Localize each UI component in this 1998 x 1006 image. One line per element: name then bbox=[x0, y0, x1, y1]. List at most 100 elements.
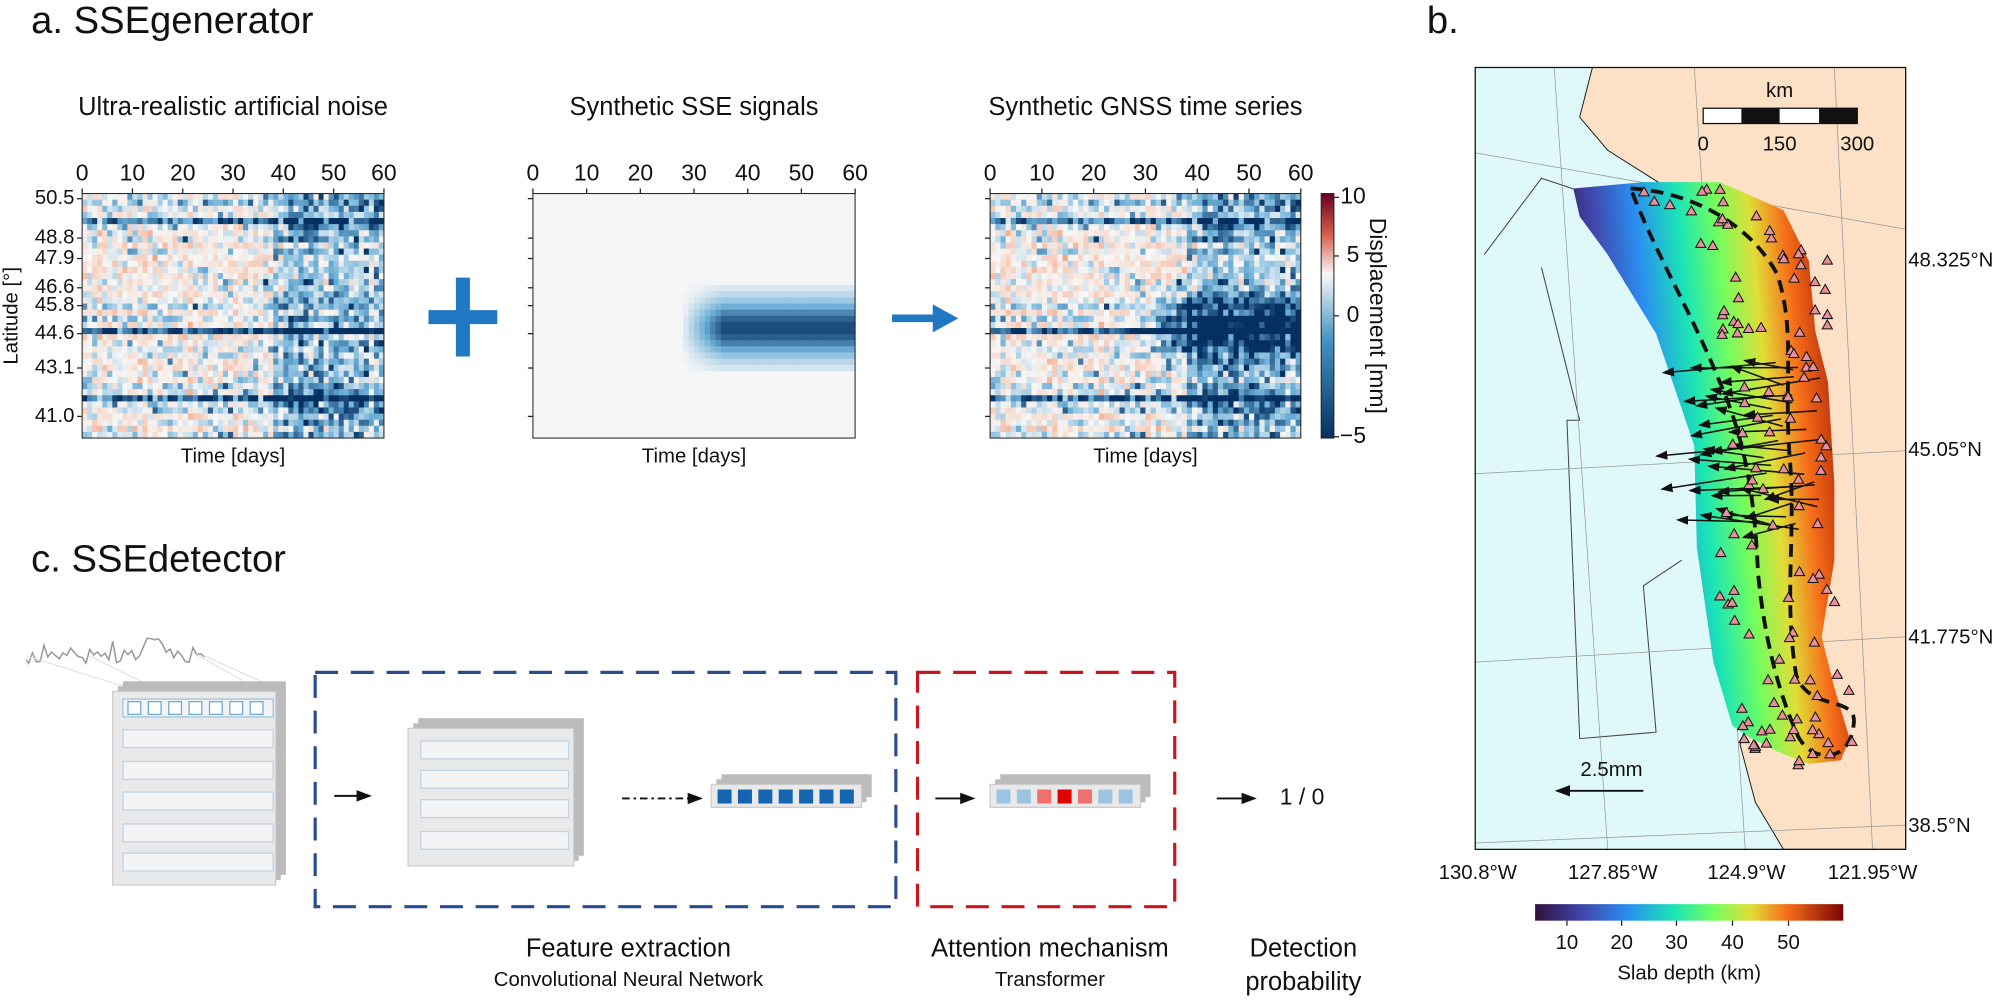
heatmap-cell bbox=[172, 376, 179, 384]
heatmap-cell bbox=[1088, 328, 1095, 335]
heatmap-cell bbox=[197, 328, 204, 335]
heatmap-cell bbox=[238, 334, 244, 341]
heatmap-cell bbox=[1207, 218, 1214, 225]
heatmap-cell bbox=[694, 309, 700, 317]
heatmap-cell bbox=[217, 193, 224, 201]
heatmap-cell bbox=[137, 364, 143, 372]
heatmap-cell bbox=[323, 279, 329, 286]
heatmap-cell bbox=[187, 328, 194, 335]
heatmap-cell bbox=[283, 328, 289, 335]
heatmap-cell bbox=[1217, 315, 1224, 323]
heatmap-cell bbox=[187, 413, 194, 421]
heatmap-cell bbox=[233, 321, 239, 329]
heatmap-cell bbox=[328, 334, 335, 341]
heatmap-cell bbox=[1036, 266, 1043, 274]
heatmap-cell bbox=[117, 279, 123, 286]
heatmap-cell bbox=[1280, 266, 1286, 274]
heatmap-cell bbox=[323, 211, 329, 219]
heatmap-cell bbox=[273, 260, 279, 268]
heatmap-cell bbox=[1093, 211, 1100, 219]
heatmap-cell bbox=[1197, 315, 1203, 323]
heatmap-cell bbox=[268, 193, 274, 201]
heatmap-cell bbox=[82, 389, 88, 396]
heatmap-cell bbox=[1041, 358, 1048, 366]
heatmap-cell bbox=[1015, 364, 1022, 372]
heatmap-cell bbox=[763, 303, 770, 311]
heatmap-cell bbox=[1010, 297, 1017, 304]
heatmap-cell bbox=[1124, 273, 1131, 280]
heatmap-cell bbox=[1249, 193, 1255, 201]
heatmap-cell bbox=[1140, 218, 1146, 225]
heatmap-cell bbox=[268, 218, 274, 225]
heatmap-cell bbox=[358, 407, 365, 414]
y-tick-label: 45.8 bbox=[35, 294, 75, 316]
heatmap-cell bbox=[268, 242, 274, 249]
heatmap-cell bbox=[348, 419, 355, 427]
heatmap-cell bbox=[1171, 401, 1177, 408]
heatmap-cell bbox=[1274, 303, 1281, 311]
heatmap-cell bbox=[378, 266, 385, 274]
heatmap-cell bbox=[142, 199, 148, 207]
heatmap-cell bbox=[107, 218, 113, 225]
heatmap-cell bbox=[248, 211, 254, 219]
heatmap-cell bbox=[122, 328, 128, 335]
heatmap-cell bbox=[102, 279, 108, 286]
heatmap-cell bbox=[197, 346, 204, 353]
heatmap-cell bbox=[1274, 236, 1281, 243]
heatmap-cell bbox=[1047, 291, 1053, 298]
heatmap-cell bbox=[1135, 224, 1141, 231]
heatmap-cell bbox=[107, 370, 113, 378]
heatmap-cell bbox=[1052, 230, 1058, 237]
heatmap-cell bbox=[97, 364, 103, 372]
heatmap-cell bbox=[1010, 260, 1017, 268]
heatmap-cell bbox=[308, 370, 314, 378]
heatmap-cell bbox=[1155, 395, 1162, 402]
heatmap-cell bbox=[769, 334, 775, 341]
heatmap-cell bbox=[1160, 315, 1167, 323]
heatmap-cell bbox=[1140, 211, 1146, 219]
heatmap-cell bbox=[1264, 340, 1271, 347]
heatmap-cell bbox=[348, 389, 355, 396]
heatmap-cell bbox=[1072, 297, 1079, 304]
heatmap-cell bbox=[258, 211, 264, 219]
heatmap-cell bbox=[1145, 309, 1152, 317]
heatmap-cell bbox=[127, 248, 133, 256]
heatmap-cell bbox=[192, 401, 199, 408]
heatmap-cell bbox=[177, 224, 184, 231]
heatmap-cell bbox=[1197, 328, 1203, 335]
heatmap-cell bbox=[222, 297, 229, 304]
heatmap-cell bbox=[990, 321, 996, 329]
heatmap-cell bbox=[373, 211, 380, 219]
heatmap-cell bbox=[82, 199, 88, 207]
heatmap-cell bbox=[1145, 328, 1152, 335]
heatmap-cell bbox=[1109, 291, 1115, 298]
heatmap-cell bbox=[212, 334, 219, 341]
heatmap-cell bbox=[1129, 334, 1136, 341]
heatmap-cell bbox=[368, 211, 375, 219]
heatmap-cell bbox=[348, 376, 355, 384]
heatmap-cell bbox=[1036, 205, 1043, 213]
heatmap-cell bbox=[348, 334, 355, 341]
heatmap-cell bbox=[238, 273, 244, 280]
heatmap-cell bbox=[1160, 389, 1167, 396]
heatmap-cell bbox=[1062, 291, 1069, 298]
heatmap-cell bbox=[1135, 321, 1141, 329]
heatmap-cell bbox=[107, 431, 113, 439]
heatmap-cell bbox=[753, 285, 759, 292]
heatmap-cell bbox=[182, 395, 189, 402]
heatmap-cell bbox=[806, 315, 813, 323]
heatmap-cell bbox=[308, 254, 314, 262]
heatmap-cell bbox=[187, 260, 194, 268]
heatmap-cell bbox=[1166, 211, 1172, 219]
heatmap-cell bbox=[844, 334, 851, 341]
heatmap-cell bbox=[187, 230, 194, 237]
heatmap-cell bbox=[812, 334, 818, 341]
heatmap-cell bbox=[308, 248, 314, 256]
heatmap-cell bbox=[373, 193, 380, 201]
heatmap-cell bbox=[1104, 230, 1110, 237]
heatmap-cell bbox=[1166, 248, 1172, 256]
heatmap-cell bbox=[1181, 211, 1188, 219]
heatmap-cell bbox=[1104, 328, 1110, 335]
heatmap-cell bbox=[177, 431, 184, 439]
heatmap-cell bbox=[258, 328, 264, 335]
